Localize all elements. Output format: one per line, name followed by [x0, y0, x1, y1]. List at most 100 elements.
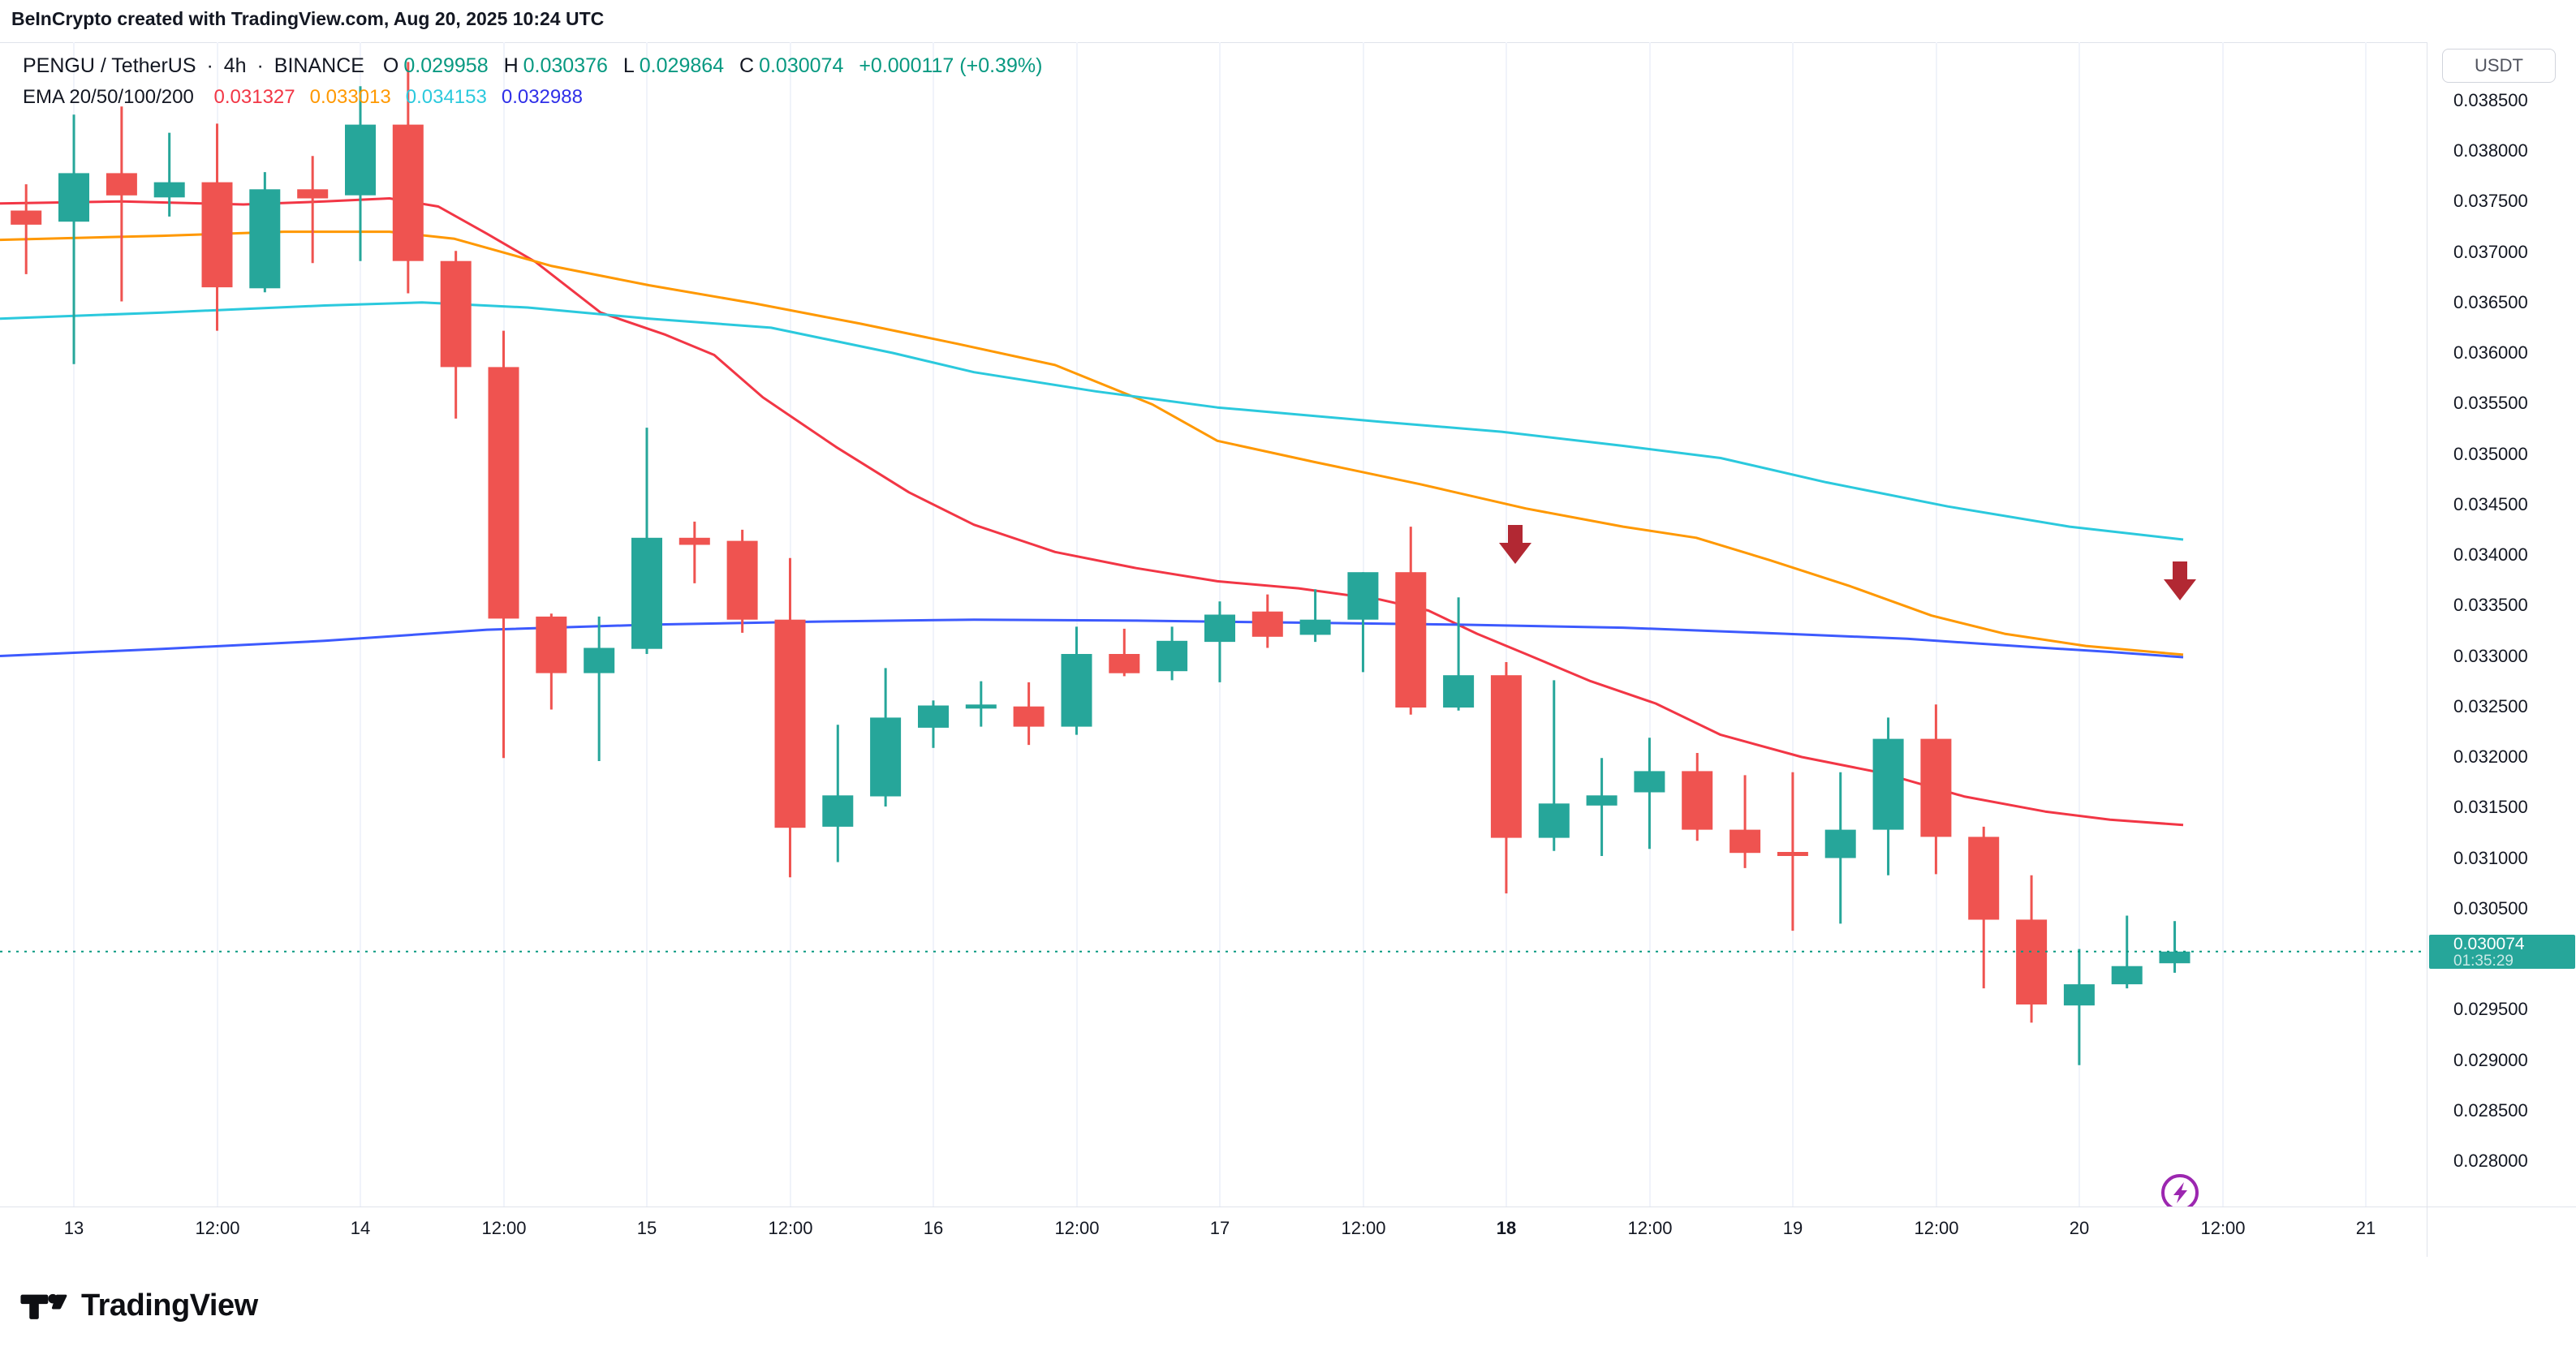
candle-body-08-18 00:00[interactable] [1490, 675, 1522, 838]
flash-icon[interactable] [2161, 1174, 2199, 1207]
time-axis-label-20: 20 [2069, 1218, 2090, 1238]
time-axis-label-14: 14 [350, 1218, 371, 1238]
tradingview-logo-link[interactable]: TradingView [19, 1284, 258, 1329]
low-value: 0.029864 [639, 54, 725, 77]
interval-label[interactable]: 4h [223, 54, 247, 77]
candle-body-08-16 12:00[interactable] [1061, 654, 1092, 727]
candle-body-08-16 00:00[interactable] [918, 705, 949, 728]
price-axis-label: 0.032500 [2453, 695, 2528, 716]
candle-body-08-17 16:00[interactable] [1395, 572, 1427, 708]
change-value: +0.000117 (+0.39%) [859, 54, 1043, 77]
time-axis-label-12:00: 12:00 [1627, 1218, 1673, 1238]
price-axis-label: 0.037000 [2453, 241, 2528, 262]
candle-body-08-15 20:00[interactable] [870, 717, 902, 797]
candlestick-chart[interactable] [0, 42, 2427, 1207]
price-axis-label: 0.034000 [2453, 544, 2528, 565]
candle-body-08-18 20:00[interactable] [1730, 829, 1761, 854]
candle-body-08-18 04:00[interactable] [1538, 803, 1570, 838]
candle-body-08-14 04:00[interactable] [392, 124, 424, 261]
candle-body-08-13 20:00[interactable] [297, 189, 329, 199]
candle-body-08-15 12:00[interactable] [774, 619, 806, 828]
candle-body-08-14 20:00[interactable] [584, 647, 615, 673]
chart-plot-area[interactable]: PENGU / TetherUS · 4h · BINANCE O 0.02995… [0, 42, 2427, 1207]
time-axis-label-19: 19 [1782, 1218, 1803, 1238]
candle-body-08-17 04:00[interactable] [1251, 611, 1283, 637]
candle-body-08-17 08:00[interactable] [1299, 619, 1331, 635]
candle-body-08-16 08:00[interactable] [1013, 706, 1045, 727]
ema-line-ema20[interactable] [0, 197, 2184, 827]
candle-body-08-14 12:00[interactable] [488, 367, 519, 619]
chart-legend: PENGU / TetherUS · 4h · BINANCE O 0.02995… [23, 54, 1047, 110]
candle-body-08-19 00:00[interactable] [1777, 852, 1808, 856]
tradingview-logo-icon [20, 1293, 67, 1319]
price-axis-label: 0.033500 [2453, 595, 2528, 616]
candle-body-08-20 04:00[interactable] [2111, 966, 2143, 985]
candle-body-08-16 20:00[interactable] [1157, 640, 1188, 672]
bar-countdown: 01:35:29 [2453, 952, 2514, 970]
ema-line-ema200[interactable] [0, 618, 2184, 659]
ema-label[interactable]: EMA 20/50/100/200 [23, 86, 194, 109]
attribution-text: BeInCrypto created with TradingView.com,… [11, 8, 605, 29]
last-price-value: 0.030074 [2453, 934, 2525, 953]
candle-body-08-19 08:00[interactable] [1872, 738, 1904, 830]
price-axis-label: 0.028500 [2453, 1099, 2528, 1121]
candle-body-08-16 04:00[interactable] [965, 704, 997, 709]
candle-body-08-15 04:00[interactable] [678, 537, 710, 545]
symbol-title[interactable]: PENGU / TetherUS [23, 54, 196, 77]
price-axis-label: 0.035500 [2453, 393, 2528, 414]
candle-body-08-14 00:00[interactable] [345, 124, 376, 196]
candle-body-08-18 08:00[interactable] [1586, 795, 1618, 806]
candle-body-08-13 16:00[interactable] [249, 189, 281, 289]
time-axis-label-12:00: 12:00 [481, 1218, 527, 1238]
candle-body-08-13 00:00[interactable] [58, 173, 89, 222]
footer-bar: TradingView [0, 1257, 2576, 1355]
candle-body-08-13 04:00[interactable] [106, 173, 137, 196]
candle-body-08-20 08:00[interactable] [2159, 951, 2190, 964]
price-axis-label: 0.029000 [2453, 1049, 2528, 1070]
candle-body-08-15 08:00[interactable] [726, 540, 758, 620]
candle-body-08-19 04:00[interactable] [1824, 829, 1856, 858]
candle-body-08-18 12:00[interactable] [1634, 771, 1665, 793]
candle-body-08-13 08:00[interactable] [153, 182, 185, 198]
candle-body-08-17 20:00[interactable] [1443, 675, 1475, 708]
candle-body-08-17 12:00[interactable] [1347, 572, 1379, 620]
candle-body-08-19 12:00[interactable] [1920, 738, 1952, 837]
candle-body-08-20 00:00[interactable] [2063, 984, 2095, 1006]
time-axis-label-12:00: 12:00 [195, 1218, 240, 1238]
price-axis-label: 0.036000 [2453, 342, 2528, 363]
ema-line-ema50[interactable] [0, 230, 2184, 656]
time-axis-label-16: 16 [923, 1218, 944, 1238]
ema-legend-row: EMA 20/50/100/200 0.031327 0.033013 0.0341… [23, 85, 1047, 110]
price-axis-label: 0.031500 [2453, 797, 2528, 818]
time-axis-label-12:00: 12:00 [768, 1218, 813, 1238]
ema-value: 0.033013 [309, 86, 391, 109]
candle-body-08-16 16:00[interactable] [1109, 654, 1140, 673]
candle-body-08-15 16:00[interactable] [822, 795, 854, 827]
candle-body-08-19 16:00[interactable] [1968, 837, 2000, 920]
candle-body-08-13 12:00[interactable] [201, 182, 233, 288]
symbol-ohlc-row: PENGU / TetherUS · 4h · BINANCE O 0.02995… [23, 54, 1047, 79]
price-axis-label: 0.029500 [2453, 999, 2528, 1020]
close-letter: C [739, 54, 755, 77]
time-axis-label-12:00: 12:00 [2200, 1218, 2246, 1238]
candle-body-08-15 00:00[interactable] [631, 537, 662, 649]
chart-top-border [0, 42, 2576, 43]
time-axis[interactable]: 13 12:00 14 12:00 15 12:00 16 12:00 17 12:00 18 12:… [0, 1207, 2427, 1257]
price-axis-label: 0.036500 [2453, 291, 2528, 312]
time-axis-label-17: 17 [1209, 1218, 1230, 1238]
tradingview-wordmark: TradingView [81, 1288, 258, 1323]
candle-body-08-18 16:00[interactable] [1682, 771, 1713, 830]
price-axis-label: 0.038500 [2453, 89, 2528, 110]
price-axis[interactable]: USDT 0.038500 0.038000 0.037500 0.037000 0.0… [2427, 42, 2576, 1257]
candle-body-08-14 08:00[interactable] [440, 260, 472, 368]
time-axis-label-12:00: 12:00 [1054, 1218, 1100, 1238]
price-axis-label: 0.038000 [2453, 140, 2528, 161]
arrow-down-marker[interactable] [1499, 525, 1531, 564]
ema-line-ema100[interactable] [0, 301, 2184, 541]
arrow-down-marker[interactable] [2164, 561, 2196, 600]
candle-body-08-12 20:00[interactable] [11, 210, 42, 225]
candle-body-08-14 16:00[interactable] [536, 616, 567, 673]
currency-toggle-button[interactable]: USDT [2442, 49, 2556, 83]
candle-body-08-17 00:00[interactable] [1204, 614, 1235, 643]
candle-body-08-19 20:00[interactable] [2016, 919, 2048, 1004]
